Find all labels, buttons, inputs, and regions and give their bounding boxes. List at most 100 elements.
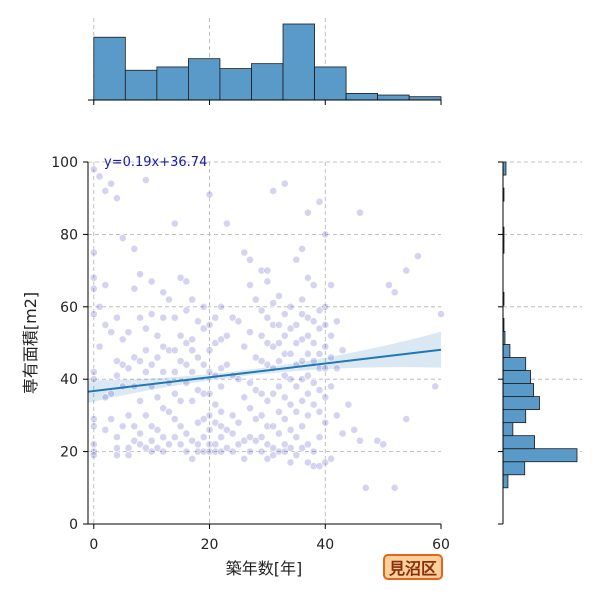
top-hist-bar	[124, 69, 158, 101]
y-axis-title: 専有面積[m2]	[21, 292, 40, 394]
data-point	[269, 389, 278, 398]
data-point	[89, 310, 98, 318]
data-point	[280, 349, 289, 358]
data-point	[315, 349, 324, 358]
data-point	[188, 295, 197, 304]
data-point	[431, 382, 440, 391]
y-tick-label: 80	[60, 227, 78, 243]
data-point	[315, 306, 324, 315]
data-point	[257, 331, 266, 340]
data-point	[211, 400, 220, 409]
data-point	[130, 284, 139, 293]
data-point	[327, 281, 335, 289]
data-point	[176, 357, 185, 365]
data-point	[275, 292, 283, 300]
data-point	[217, 335, 225, 344]
top-hist-bar	[377, 94, 410, 101]
data-point	[332, 411, 341, 420]
data-point	[199, 415, 208, 423]
data-point	[292, 407, 301, 416]
data-point	[327, 353, 335, 362]
data-point	[292, 451, 301, 460]
data-point	[176, 422, 185, 431]
data-point	[165, 407, 173, 416]
data-point	[269, 320, 278, 329]
data-point	[141, 324, 150, 333]
data-point	[344, 400, 353, 409]
right-hist-bar	[502, 435, 535, 450]
data-point	[286, 400, 295, 409]
right-hist-bar	[502, 448, 578, 463]
data-point	[390, 483, 399, 492]
data-point	[309, 281, 318, 289]
right-hist-bar	[502, 344, 511, 358]
data-point	[182, 339, 191, 347]
top-hist-bar	[251, 63, 284, 101]
data-point	[321, 302, 330, 311]
data-point	[240, 454, 249, 463]
data-point	[147, 436, 156, 445]
data-point	[141, 411, 150, 420]
data-point	[217, 382, 225, 391]
data-point	[292, 382, 301, 391]
data-point	[240, 248, 249, 257]
data-point	[257, 433, 266, 442]
data-point	[182, 277, 191, 286]
data-point	[101, 281, 110, 289]
regression-equation: y=0.19x+36.74	[104, 155, 207, 170]
data-point	[286, 349, 295, 358]
data-point	[315, 462, 324, 470]
data-point	[217, 302, 225, 311]
data-point	[95, 172, 104, 181]
data-point	[413, 252, 422, 261]
data-point	[153, 331, 162, 340]
right-hist-bar	[502, 396, 540, 411]
data-point	[402, 415, 411, 423]
y-tick-label: 100	[51, 155, 78, 171]
data-point	[350, 425, 359, 434]
data-point	[321, 342, 330, 351]
y-tick-label: 0	[69, 517, 78, 533]
data-point	[263, 360, 272, 369]
data-point	[182, 429, 191, 438]
data-point	[124, 411, 133, 420]
top-histogram	[88, 18, 442, 105]
data-point	[176, 397, 185, 405]
data-point	[304, 273, 312, 282]
data-point	[280, 447, 289, 456]
data-point	[159, 404, 168, 413]
data-point	[182, 306, 191, 315]
data-point	[89, 375, 98, 384]
data-point	[217, 364, 225, 373]
data-point	[263, 313, 272, 322]
data-point	[113, 313, 121, 322]
data-point	[275, 407, 283, 416]
data-point	[205, 389, 214, 398]
data-point	[141, 368, 150, 376]
data-point	[159, 342, 168, 351]
data-point	[217, 422, 225, 431]
data-point	[280, 393, 289, 402]
data-point	[246, 328, 254, 337]
data-point	[101, 425, 110, 434]
data-point	[280, 179, 289, 188]
data-point	[130, 422, 139, 431]
data-point	[159, 433, 168, 442]
data-point	[147, 447, 156, 456]
data-point	[124, 364, 133, 373]
data-point	[136, 429, 144, 438]
data-point	[304, 440, 312, 449]
data-point	[205, 411, 214, 420]
data-point	[251, 415, 260, 423]
data-point	[205, 190, 214, 199]
data-point	[176, 331, 185, 340]
data-point	[309, 400, 318, 409]
data-point	[437, 310, 445, 318]
data-point	[95, 302, 104, 311]
data-point	[211, 447, 220, 456]
data-point	[113, 444, 121, 452]
grid-lines	[88, 161, 441, 524]
data-point	[234, 418, 243, 427]
data-point	[280, 310, 289, 318]
data-point	[124, 328, 133, 337]
